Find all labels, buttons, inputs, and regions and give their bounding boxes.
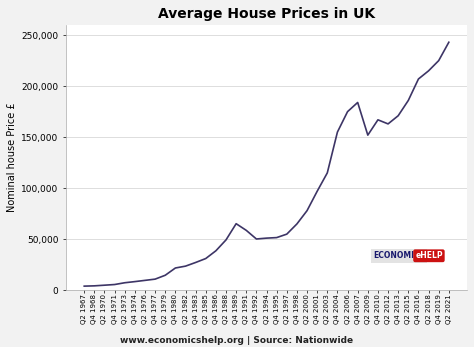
Text: ECONOMICS: ECONOMICS	[373, 251, 425, 260]
Title: Average House Prices in UK: Average House Prices in UK	[158, 7, 375, 21]
Text: www.economicshelp.org | Source: Nationwide: www.economicshelp.org | Source: Nationwi…	[120, 336, 354, 345]
Y-axis label: Nominal house Price £: Nominal house Price £	[7, 103, 17, 212]
Text: eHELP: eHELP	[415, 251, 443, 260]
